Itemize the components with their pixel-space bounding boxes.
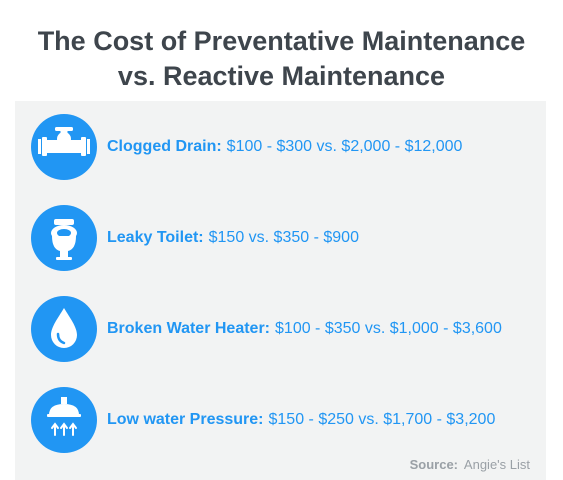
toilet-icon: [31, 205, 97, 271]
item-label: Low water Pressure:: [107, 411, 264, 428]
item-text: Clogged Drain: $100 - $300 vs. $2,000 - …: [107, 114, 462, 180]
list-item-leaky-toilet: Leaky Toilet: $150 vs. $350 - $900: [15, 205, 546, 271]
source-note: Source: Angie's List: [410, 457, 530, 472]
item-label: Leaky Toilet:: [107, 229, 204, 246]
list-item-clogged-drain: Clogged Drain: $100 - $300 vs. $2,000 - …: [15, 114, 546, 180]
page-title: The Cost of Preventative Maintenance vs.…: [0, 24, 563, 94]
item-label: Broken Water Heater:: [107, 320, 271, 337]
title-line-1: The Cost of Preventative Maintenance: [37, 26, 526, 56]
water-drop-icon: [31, 296, 97, 362]
item-text: Low water Pressure: $150 - $250 vs. $1,7…: [107, 387, 495, 453]
item-value: $100 - $300 vs. $2,000 - $12,000: [226, 138, 463, 155]
list-item-broken-water-heater: Broken Water Heater: $100 - $350 vs. $1,…: [15, 296, 546, 362]
list-item-low-water-pressure: Low water Pressure: $150 - $250 vs. $1,7…: [15, 387, 546, 453]
item-text: Broken Water Heater: $100 - $350 vs. $1,…: [107, 296, 502, 362]
item-text: Leaky Toilet: $150 vs. $350 - $900: [107, 205, 359, 271]
cost-list-panel: Clogged Drain: $100 - $300 vs. $2,000 - …: [15, 101, 546, 480]
item-value: $150 - $250 vs. $1,700 - $3,200: [268, 411, 496, 428]
item-label: Clogged Drain:: [107, 138, 222, 155]
item-value: $100 - $350 vs. $1,000 - $3,600: [275, 320, 502, 337]
item-value: $150 vs. $350 - $900: [208, 229, 359, 246]
source-value: Angie's List: [463, 457, 530, 472]
pipe-valve-icon: [31, 114, 97, 180]
title-line-2: vs. Reactive Maintenance: [117, 61, 446, 91]
source-label: Source:: [409, 457, 459, 472]
shower-head-icon: [31, 387, 97, 453]
